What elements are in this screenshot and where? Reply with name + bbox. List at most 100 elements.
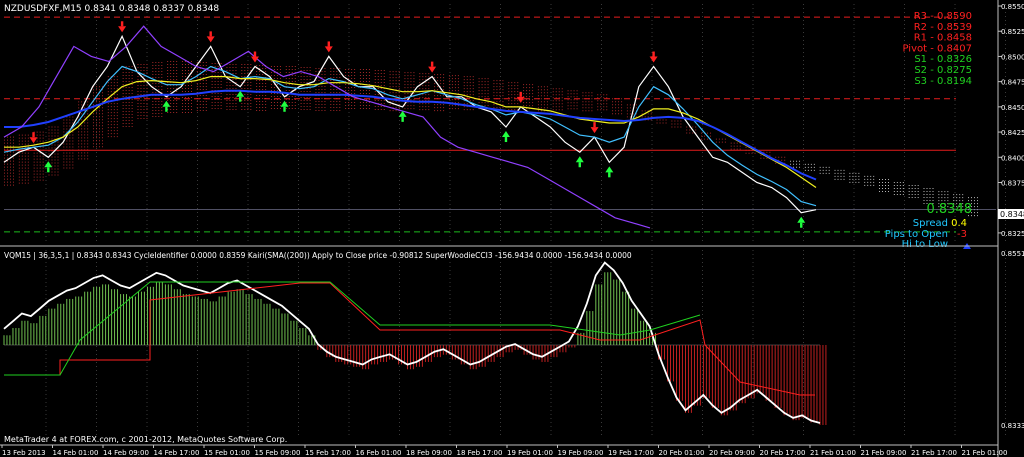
indicator-red-line (4, 282, 815, 396)
pips-to-open-label: Pips to Open (885, 229, 948, 240)
x-tick-label: 15 Feb 01:00 (204, 449, 250, 457)
x-tick-label: 14 Feb 09:00 (103, 449, 149, 457)
x-tick-label: 20 Feb 09:00 (709, 449, 755, 457)
hi-to-low-label: Hi to Low (902, 239, 948, 250)
y-tick-label: 0.8375 (1001, 179, 1024, 187)
x-tick-label: 20 Feb 01:00 (659, 449, 705, 457)
y-tick-label: 0.8325 (1001, 230, 1024, 238)
buy-arrow-icon (44, 161, 53, 168)
pivot-label-r1: R1 - 0.8458 (914, 33, 972, 44)
sell-arrow-icon-stem (253, 51, 257, 57)
sell-arrow-icon-stem (652, 51, 655, 57)
sell-arrow-icon (428, 66, 437, 73)
x-tick-label: 14 Feb 01:00 (53, 449, 99, 457)
sell-arrow-icon (206, 36, 215, 43)
current-price-tag: 0.8348 (1000, 210, 1024, 219)
y-tick-label: 0.8475 (1001, 79, 1024, 87)
buy-arrow-icon-stem (608, 172, 611, 178)
buy-arrow-icon-stem (165, 106, 168, 112)
buy-arrow-icon-stem (401, 116, 404, 122)
y-tick-label: 0.8425 (1001, 129, 1024, 137)
x-tick-label: 15 Feb 17:00 (305, 449, 351, 457)
buy-arrow-icon-stem (800, 222, 803, 228)
buy-arrow-icon-stem (504, 137, 508, 143)
sell-arrow-icon-stem (120, 21, 124, 27)
pivot-label-s2: S2 - 0.8275 (914, 65, 972, 76)
pips-to-open-value: -3 (957, 229, 967, 240)
buy-arrow-icon (501, 131, 510, 138)
pivot-label-pivot: Pivot - 0.8407 (902, 43, 972, 54)
sell-arrow-icon (590, 127, 599, 134)
pivot-label-r2: R2 - 0.8539 (914, 22, 972, 33)
indicator-lines (3, 261, 821, 424)
sell-arrow-icon-stem (519, 91, 522, 97)
x-tick-label: 14 Feb 17:00 (154, 449, 200, 457)
price-series-line (4, 75, 817, 188)
buy-arrow-icon-stem (578, 162, 581, 168)
pivot-label-s3: S3 - 0.8194 (914, 76, 972, 87)
indicator-pane[interactable]: VQM15 | 36,3,5,1 | 0.8343 0.8343 CycleId… (0, 245, 1024, 444)
buy-arrow-icon (162, 100, 171, 107)
indicator-green-line (4, 281, 701, 376)
sell-arrow-icon-stem (593, 122, 596, 128)
x-tick-label: 13 Feb 2013 (2, 449, 46, 457)
pivot-label-s1: S1 - 0.8326 (914, 54, 972, 65)
x-tick-label: 15 Feb 09:00 (255, 449, 301, 457)
ind-y-tick-label: 0.8551 (1001, 250, 1024, 258)
big-price-label: 0.8348 (927, 202, 973, 217)
sell-arrow-icon-stem (32, 132, 35, 138)
y-tick-label: 0.8450 (1001, 104, 1024, 112)
y-tick-label: 0.8400 (1001, 154, 1024, 162)
sell-arrow-icon-stem (209, 31, 212, 37)
buy-arrow-icon (797, 216, 806, 223)
sell-arrow-icon (29, 137, 38, 144)
x-tick-label: 21 Feb 17:00 (911, 449, 957, 457)
sell-arrow-icon-stem (327, 41, 330, 47)
price-pane[interactable]: NZDUSDFXF,M15 0.8341 0.8348 0.8337 0.834… (3, 0, 1024, 457)
sell-arrow-icon (516, 96, 525, 103)
price-grid (45, 4, 1006, 244)
buy-arrow-icon-stem (283, 106, 286, 112)
sell-arrow-icon (649, 56, 658, 63)
indicator-title: VQM15 | 36,3,5,1 | 0.8343 0.8343 CycleId… (4, 251, 632, 260)
x-tick-label: 18 Feb 09:00 (406, 449, 452, 457)
sell-arrow-icon (118, 26, 127, 33)
x-tick-label: 21 Feb 01:00 (810, 449, 856, 457)
signal-arrows (29, 21, 806, 228)
buy-arrow-icon (236, 90, 245, 97)
buy-arrow-icon (605, 166, 614, 173)
buy-arrow-icon (575, 156, 584, 163)
indicator-grid (45, 250, 1006, 438)
buy-arrow-icon-stem (47, 167, 50, 173)
x-tick-label: 16 Feb 01:00 (356, 449, 402, 457)
price-series-lines (3, 25, 817, 229)
pivot-lines (4, 16, 996, 233)
sell-arrow-icon (250, 56, 259, 63)
sell-arrow-icon-stem (430, 61, 434, 67)
indicator-y-axis[interactable]: 0.8551 0.8333 (1001, 250, 1024, 430)
buy-arrow-icon-stem (239, 96, 242, 102)
x-tick-label: 18 Feb 17:00 (457, 449, 503, 457)
x-tick-label: 20 Feb 17:00 (760, 449, 806, 457)
price-y-axis[interactable]: 0.8550 0.8525 0.8500 0.8475 0.8450 0.8425 0.84… (997, 0, 1024, 457)
spread-value: 0.4 (951, 218, 967, 229)
y-tick-label: 0.8550 (1001, 3, 1024, 11)
buy-arrow-icon (280, 100, 289, 107)
spread-label: Spread (913, 218, 948, 229)
indicator-main-line (3, 261, 821, 424)
x-tick-label: 21 Feb 09:00 (861, 449, 907, 457)
buy-arrow-icon (398, 110, 407, 117)
y-tick-label: 0.8500 (1001, 53, 1024, 61)
time-x-axis[interactable]: 13 Feb 2013 14 Feb 01:00 14 Feb 09:00 14 Fe… (0, 444, 1007, 457)
current-price-marker: 0.8348 (998, 209, 1024, 219)
main-chart-title: NZDUSDFXF,M15 0.8341 0.8348 0.8337 0.834… (4, 4, 219, 14)
sell-arrow-icon (324, 46, 333, 53)
x-tick-label: 19 Feb 17:00 (608, 449, 654, 457)
x-tick-label: 19 Feb 01:00 (507, 449, 553, 457)
y-tick-label: 0.8525 (1001, 28, 1024, 36)
price-series-line (3, 25, 651, 229)
pivot-label-r3: R3 - 0.8590 (914, 11, 972, 22)
